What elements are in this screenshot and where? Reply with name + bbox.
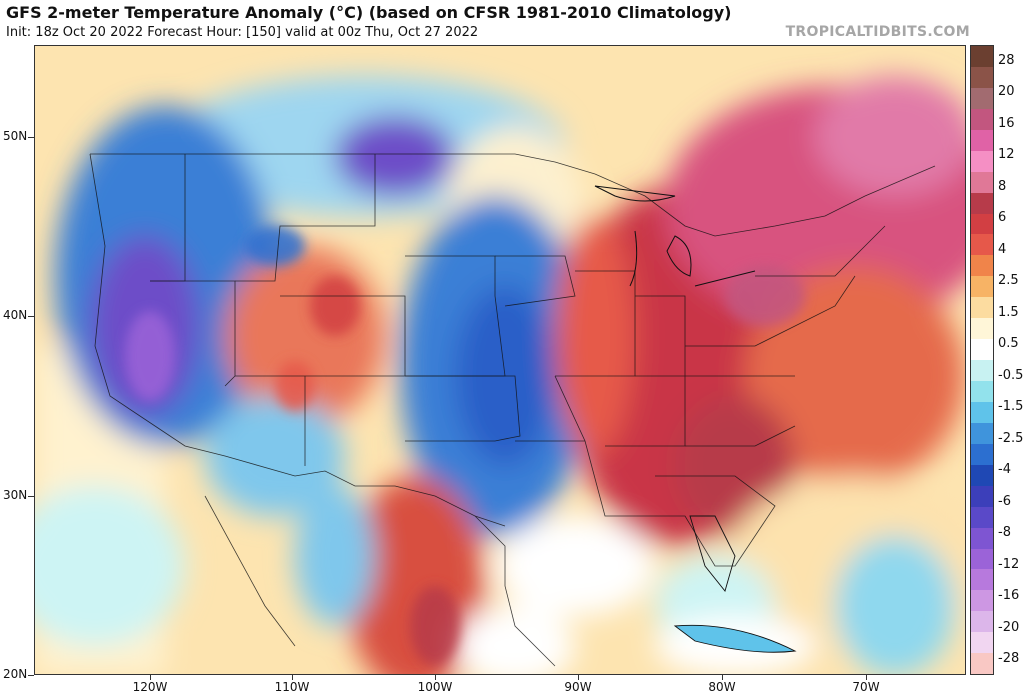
colorbar-segment bbox=[971, 150, 993, 172]
longitude-label: 120W bbox=[132, 680, 168, 694]
colorbar-segment bbox=[971, 66, 993, 88]
colorbar bbox=[970, 45, 994, 675]
colorbar-label: -6 bbox=[998, 493, 1011, 509]
colorbar-segment bbox=[971, 339, 993, 361]
latitude-label: 30N bbox=[3, 488, 28, 502]
latitude-tick bbox=[28, 316, 34, 317]
colorbar-segment bbox=[971, 548, 993, 570]
colorbar-segment bbox=[971, 87, 993, 109]
colorbar-segment bbox=[971, 255, 993, 277]
colorbar-label: 8 bbox=[998, 178, 1007, 194]
colorbar-segment bbox=[971, 422, 993, 444]
longitude-tick bbox=[150, 675, 151, 680]
longitude-tick bbox=[292, 675, 293, 680]
cuba bbox=[673, 624, 797, 653]
map-canvas bbox=[35, 46, 965, 674]
colorbar-segment bbox=[971, 569, 993, 591]
colorbar-segment bbox=[971, 46, 993, 67]
colorbar-label: -2.5 bbox=[998, 430, 1024, 446]
colorbar-label: 1.5 bbox=[998, 304, 1019, 320]
colorbar-segment bbox=[971, 611, 993, 633]
colorbar-label: -28 bbox=[998, 651, 1020, 667]
colorbar-segment bbox=[971, 381, 993, 402]
latitude-tick bbox=[28, 675, 34, 676]
colorbar-segment bbox=[971, 401, 993, 423]
colorbar-segment bbox=[971, 234, 993, 256]
anomaly-map bbox=[34, 45, 966, 675]
longitude-label: 90W bbox=[564, 680, 592, 694]
anomaly-field bbox=[35, 76, 965, 674]
map-subtitle: Init: 18z Oct 20 2022 Forecast Hour: [15… bbox=[6, 25, 479, 40]
colorbar-label: 6 bbox=[998, 210, 1007, 226]
colorbar-segment bbox=[971, 485, 993, 507]
colorbar-label: 28 bbox=[998, 52, 1015, 68]
colorbar-segment bbox=[971, 527, 993, 549]
colorbar-label: 0.5 bbox=[998, 336, 1019, 352]
colorbar-label: 2.5 bbox=[998, 273, 1019, 289]
colorbar-segment bbox=[971, 632, 993, 654]
longitude-tick bbox=[578, 675, 579, 680]
colorbar-label: -8 bbox=[998, 525, 1011, 541]
longitude-label: 80W bbox=[708, 680, 736, 694]
colorbar-segment bbox=[971, 318, 993, 340]
colorbar-label: -16 bbox=[998, 588, 1020, 604]
colorbar-label: 4 bbox=[998, 241, 1007, 257]
latitude-label: 50N bbox=[3, 129, 28, 143]
colorbar-segment bbox=[971, 108, 993, 130]
colorbar-label: 20 bbox=[998, 84, 1015, 100]
colorbar-segment bbox=[971, 464, 993, 486]
colorbar-segment bbox=[971, 653, 993, 675]
latitude-label: 20N bbox=[3, 667, 28, 681]
colorbar-segment bbox=[971, 276, 993, 298]
colorbar-segment bbox=[971, 360, 993, 381]
longitude-tick bbox=[435, 675, 436, 680]
great-lakes bbox=[594, 185, 756, 287]
longitude-tick bbox=[866, 675, 867, 680]
colorbar-segment bbox=[971, 129, 993, 151]
colorbar-segment bbox=[971, 443, 993, 465]
colorbar-segment bbox=[971, 171, 993, 193]
colorbar-label: 12 bbox=[998, 147, 1015, 163]
latitude-label: 40N bbox=[3, 308, 28, 322]
map-title: GFS 2-meter Temperature Anomaly (°C) (ba… bbox=[6, 3, 732, 22]
longitude-tick bbox=[722, 675, 723, 680]
colorbar-label: -0.5 bbox=[998, 367, 1024, 383]
brand-watermark: TROPICALTIDBITS.COM bbox=[785, 24, 970, 40]
longitude-label: 70W bbox=[852, 680, 880, 694]
colorbar-segment bbox=[971, 297, 993, 319]
colorbar-segment bbox=[971, 590, 993, 612]
colorbar-label: -12 bbox=[998, 556, 1020, 572]
political-boundaries bbox=[89, 153, 936, 667]
longitude-label: 110W bbox=[274, 680, 310, 694]
colorbar-segment bbox=[971, 192, 993, 214]
latitude-tick bbox=[28, 137, 34, 138]
longitude-label: 100W bbox=[417, 680, 453, 694]
colorbar-segment bbox=[971, 213, 993, 235]
latitude-tick bbox=[28, 496, 34, 497]
colorbar-label: 16 bbox=[998, 115, 1015, 131]
colorbar-label: -20 bbox=[998, 619, 1020, 635]
colorbar-label: -4 bbox=[998, 462, 1011, 478]
colorbar-label: -1.5 bbox=[998, 399, 1024, 415]
colorbar-segment bbox=[971, 506, 993, 528]
